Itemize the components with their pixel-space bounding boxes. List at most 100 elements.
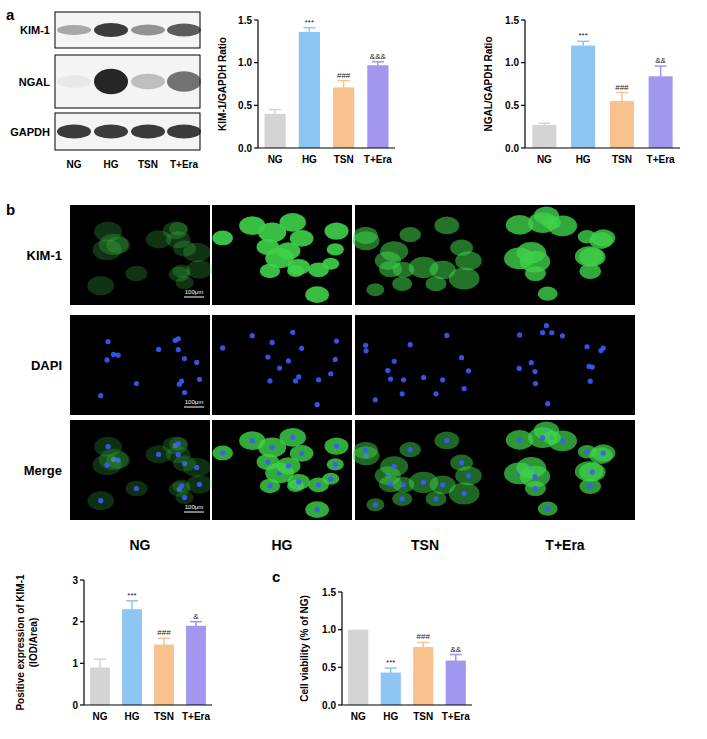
y-tick (254, 62, 258, 63)
blot-band (94, 23, 128, 37)
cell-nucleus (267, 483, 272, 488)
error-bar (269, 110, 281, 119)
y-tick-label: 1.0 (505, 57, 519, 68)
cell-nucleus (462, 386, 467, 391)
cell-nucleus (529, 360, 534, 365)
cell-nucleus (111, 352, 116, 357)
cell-kim1 (166, 446, 190, 463)
cell-kim1 (525, 266, 546, 281)
y-axis-label: NGAL/GAPDH Ratio (483, 37, 494, 132)
error-cap (616, 92, 628, 94)
cell-nucleus (156, 452, 161, 457)
significance: && (655, 56, 666, 65)
significance: *** (305, 18, 314, 27)
cell-kim1 (579, 248, 606, 267)
y-axis-label-line: (IOD/Area) (28, 618, 39, 667)
micrograph-row-label: Merge (24, 463, 62, 478)
cell-kim1 (290, 445, 314, 462)
marks (90, 601, 206, 705)
category-label: TSN (612, 154, 632, 165)
cell-kim1 (393, 262, 415, 278)
error-bar (385, 668, 397, 677)
error-bar (158, 638, 170, 651)
cell-nucleus (533, 486, 538, 491)
cell-nucleus (315, 507, 320, 512)
cell-kim1 (93, 240, 122, 261)
marks (265, 28, 389, 148)
cell-nucleus (517, 332, 522, 337)
cell-nucleus (388, 482, 393, 487)
error-stem (309, 28, 311, 37)
blot-band (94, 69, 128, 95)
cell-kim1 (175, 491, 193, 504)
error-cap (269, 109, 281, 111)
cell-kim1 (87, 491, 114, 510)
scale-bar-label: 100μm (185, 399, 203, 405)
cell-nucleus (104, 357, 109, 362)
x-axis (525, 147, 680, 148)
blot-band (131, 124, 165, 138)
micrograph-background (70, 315, 210, 415)
cell-nucleus (296, 374, 301, 379)
blot-band (167, 24, 201, 37)
marks (532, 41, 672, 148)
error-cap (338, 80, 350, 82)
y-tick-label: 0.5 (505, 100, 519, 111)
error-bar (190, 622, 202, 630)
micrograph-background (355, 420, 495, 520)
error-bar (538, 123, 550, 126)
cell-nucleus (590, 364, 595, 369)
bar (649, 76, 673, 148)
cell-nucleus (533, 381, 538, 386)
bar (446, 661, 466, 705)
blot-lane-label: TSN (138, 159, 158, 170)
scale-bar-label: 100μm (185, 504, 203, 510)
cell-nucleus (270, 340, 275, 345)
bar (571, 46, 595, 148)
cell-nucleus (267, 378, 272, 383)
cell-kim1 (392, 277, 412, 291)
cell-kim1 (324, 438, 348, 455)
cell-nucleus (98, 498, 103, 503)
significance: *** (386, 658, 395, 667)
error-stem (195, 622, 197, 630)
error-bar (417, 642, 429, 651)
blot-band (57, 25, 91, 35)
cell-nucleus (176, 347, 181, 352)
cell-nucleus (433, 391, 438, 396)
scale-bar (184, 512, 204, 513)
error-stem (390, 668, 392, 677)
cell-kim1 (578, 445, 597, 458)
cell-kim1 (450, 455, 473, 471)
cell-nucleus (270, 445, 275, 450)
cell-kim1 (258, 437, 286, 457)
cell-nucleus (385, 368, 390, 373)
micrograph (495, 420, 635, 520)
cell-kim1 (354, 442, 378, 459)
cell-kim1 (392, 492, 412, 506)
cell-kim1 (125, 481, 147, 497)
cell-kim1 (434, 217, 459, 235)
cell-kim1 (183, 458, 210, 478)
cell-kim1 (212, 230, 233, 245)
error-cap (303, 27, 315, 29)
cell-nucleus (444, 333, 449, 338)
cell-kim1 (434, 432, 459, 450)
y-tick-label: 0.0 (238, 143, 252, 154)
error-cap (616, 109, 628, 111)
bar-chart: NG***HG###TSN&&T+Era0.00.51.01.5Cell via… (299, 587, 472, 723)
cell-nucleus (134, 486, 139, 491)
cell-nucleus (299, 346, 304, 351)
cell-nucleus (286, 463, 291, 468)
cell-nucleus (104, 462, 109, 467)
scale-bar (184, 407, 204, 408)
significance: ### (417, 632, 431, 641)
cell-nucleus (315, 402, 320, 407)
blot-box (55, 12, 200, 48)
micrograph (495, 205, 635, 305)
cell-kim1 (308, 477, 329, 492)
cell-nucleus (299, 451, 304, 456)
cell-kim1 (538, 287, 558, 301)
cell-nucleus (459, 460, 464, 465)
micrograph-column-label: HG (272, 537, 293, 553)
